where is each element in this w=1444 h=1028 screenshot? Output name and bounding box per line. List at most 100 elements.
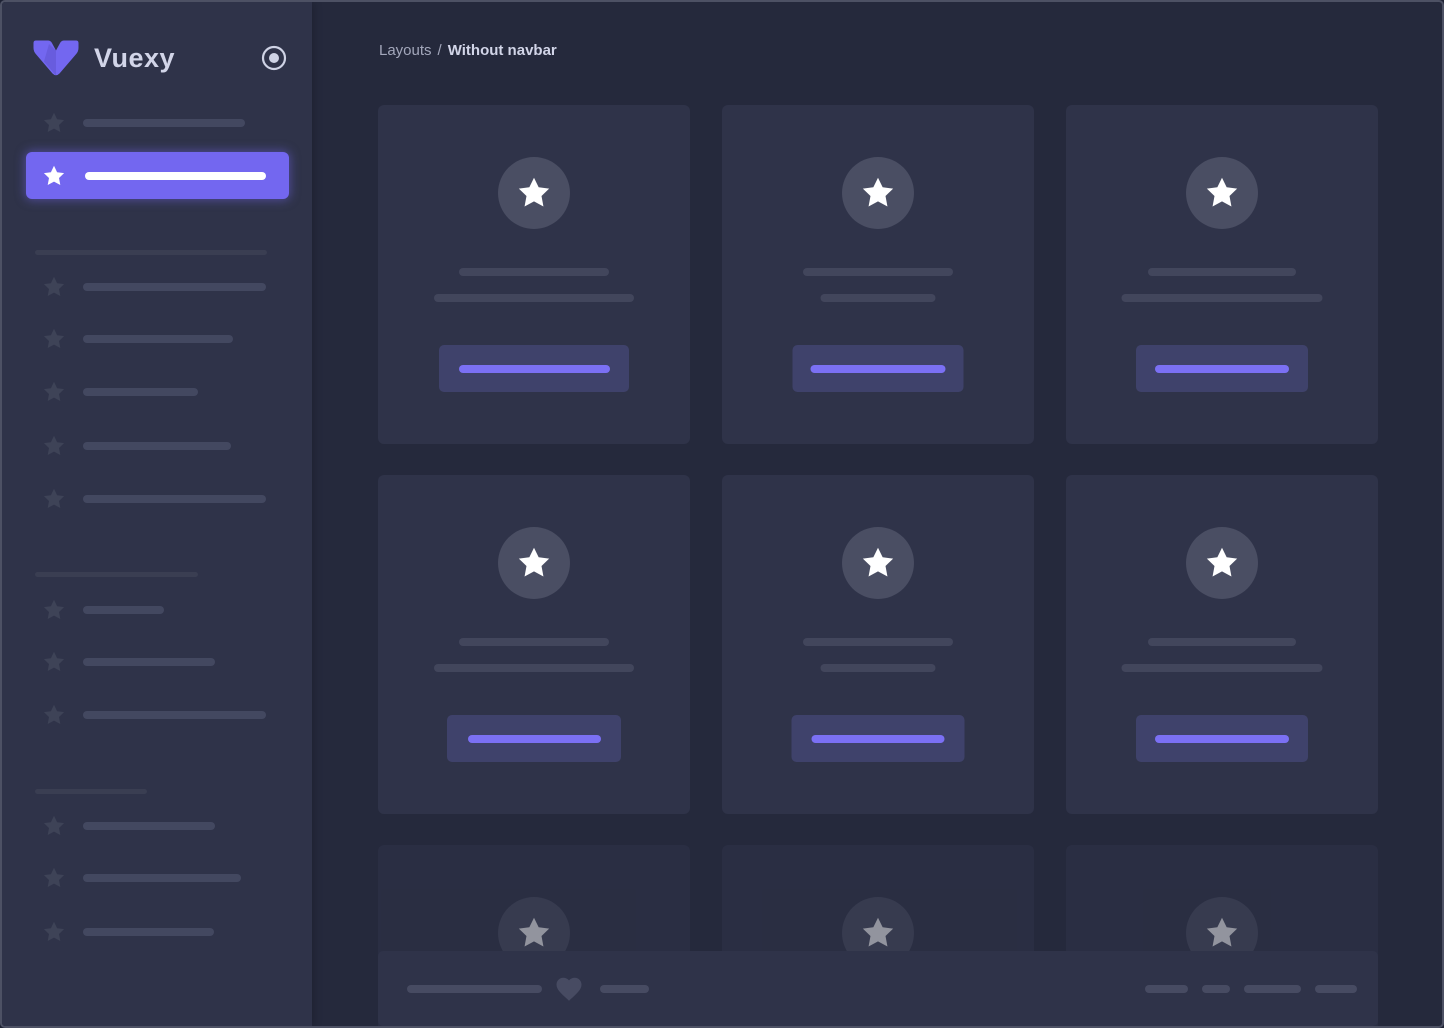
skeleton-label-bar xyxy=(83,283,266,291)
star-icon xyxy=(1206,177,1238,207)
placeholder-card xyxy=(722,475,1034,814)
card-button-skeleton[interactable] xyxy=(447,715,621,762)
sidebar-item-skeleton[interactable] xyxy=(42,486,266,512)
card-button-skeleton[interactable] xyxy=(1136,715,1308,762)
breadcrumb: Layouts / Without navbar xyxy=(379,42,557,59)
avatar xyxy=(842,157,914,229)
skeleton-label-bar xyxy=(83,658,215,666)
active-label-bar xyxy=(85,171,266,180)
sidebar-item-skeleton[interactable] xyxy=(42,919,214,945)
placeholder-card xyxy=(378,105,690,444)
card-text-skeleton xyxy=(1148,638,1296,646)
star-icon xyxy=(43,165,65,185)
skeleton-label-bar xyxy=(83,335,233,343)
breadcrumb-separator: / xyxy=(437,42,442,59)
sidebar-item-skeleton[interactable] xyxy=(42,813,215,839)
breadcrumb-current: Without navbar xyxy=(447,42,557,59)
star-icon xyxy=(518,177,550,207)
footer-left-group xyxy=(407,974,649,1004)
footer-link-skeleton xyxy=(1315,984,1357,993)
star-icon xyxy=(43,815,65,835)
button-label-bar xyxy=(467,734,601,743)
breadcrumb-parent[interactable]: Layouts xyxy=(379,42,432,59)
sidebar-item-skeleton[interactable] xyxy=(42,379,198,405)
placeholder-card xyxy=(378,475,690,814)
placeholder-card xyxy=(1066,475,1378,814)
sidebar: Vuexy xyxy=(2,2,312,1026)
radio-circle-icon[interactable] xyxy=(260,44,288,72)
star-icon xyxy=(862,917,894,947)
star-icon xyxy=(43,921,65,941)
button-label-bar xyxy=(810,364,946,373)
avatar xyxy=(1186,527,1258,599)
card-button-skeleton[interactable] xyxy=(791,715,965,762)
button-label-bar xyxy=(458,364,610,373)
skeleton-label-bar xyxy=(83,388,198,396)
card-text-skeleton xyxy=(820,294,936,302)
card-button-skeleton[interactable] xyxy=(1136,345,1308,392)
footer-link-skeleton xyxy=(1244,984,1301,993)
star-icon xyxy=(518,917,550,947)
brand-title: Vuexy xyxy=(94,42,176,73)
skeleton-label-bar xyxy=(83,874,241,882)
star-icon xyxy=(43,867,65,887)
sidebar-item-skeleton[interactable] xyxy=(42,597,164,623)
star-icon xyxy=(1206,547,1238,577)
sidebar-item-skeleton[interactable] xyxy=(42,865,241,891)
card-text-skeleton xyxy=(1121,294,1323,302)
star-icon xyxy=(43,488,65,508)
skeleton-label-bar xyxy=(83,495,266,503)
card-text-skeleton xyxy=(820,664,936,672)
card-text-skeleton xyxy=(434,664,634,672)
skeleton-label-bar xyxy=(83,442,231,450)
brand-row: Vuexy xyxy=(32,35,288,81)
avatar xyxy=(498,157,570,229)
card-text-skeleton xyxy=(459,638,609,646)
sidebar-item-skeleton[interactable] xyxy=(42,649,215,675)
card-button-skeleton[interactable] xyxy=(792,345,964,392)
skeleton-label-bar xyxy=(83,928,214,936)
star-icon xyxy=(43,112,65,132)
sidebar-item-skeleton[interactable] xyxy=(42,702,266,728)
placeholder-card xyxy=(722,105,1034,444)
avatar xyxy=(842,527,914,599)
sidebar-section-header-skeleton xyxy=(35,572,198,577)
button-label-bar xyxy=(811,734,945,743)
star-icon xyxy=(862,547,894,577)
card-text-skeleton xyxy=(803,638,953,646)
skeleton-label-bar xyxy=(83,606,164,614)
sidebar-section-header-skeleton xyxy=(35,250,267,255)
skeleton-label-bar xyxy=(83,822,215,830)
vuexy-logo xyxy=(33,40,79,76)
sidebar-item-active[interactable] xyxy=(26,152,289,199)
star-icon xyxy=(43,651,65,671)
star-icon xyxy=(43,328,65,348)
star-icon xyxy=(43,704,65,724)
sidebar-item-skeleton[interactable] xyxy=(42,433,231,459)
avatar xyxy=(1186,157,1258,229)
card-button-skeleton[interactable] xyxy=(439,345,629,392)
button-label-bar xyxy=(1155,734,1289,743)
footer-text-skeleton xyxy=(407,984,542,993)
card-text-skeleton xyxy=(1148,268,1296,276)
sidebar-item-skeleton[interactable] xyxy=(42,326,233,352)
footer-link-skeleton xyxy=(1202,984,1230,993)
cards-grid xyxy=(378,105,1378,1026)
star-icon xyxy=(862,177,894,207)
card-text-skeleton xyxy=(803,268,953,276)
skeleton-label-bar xyxy=(83,711,266,719)
star-icon xyxy=(43,276,65,296)
star-icon xyxy=(43,435,65,455)
star-icon xyxy=(43,381,65,401)
card-text-skeleton xyxy=(459,268,609,276)
skeleton-label-bar xyxy=(83,119,245,127)
footer xyxy=(378,951,1378,1026)
sidebar-item-skeleton[interactable] xyxy=(42,274,266,300)
star-icon xyxy=(518,547,550,577)
card-text-skeleton xyxy=(1121,664,1323,672)
button-label-bar xyxy=(1155,364,1289,373)
heart-icon xyxy=(554,974,584,1004)
sidebar-item-skeleton[interactable] xyxy=(42,110,245,136)
card-text-skeleton xyxy=(434,294,634,302)
